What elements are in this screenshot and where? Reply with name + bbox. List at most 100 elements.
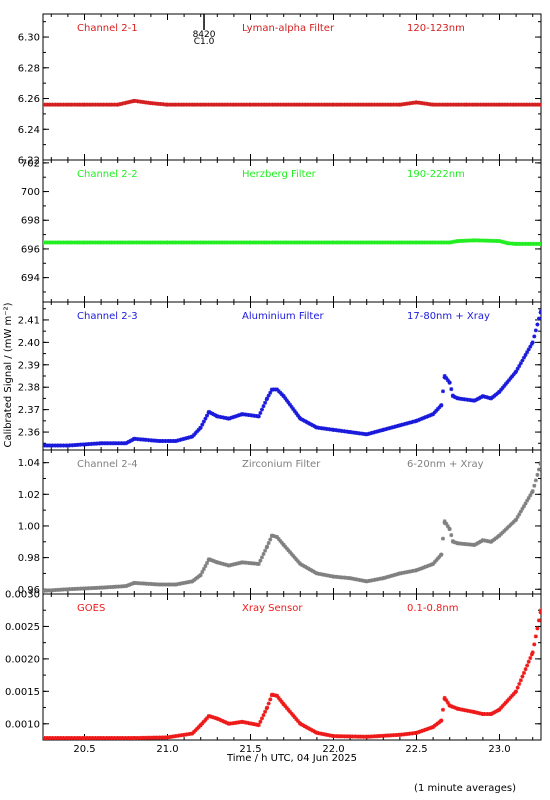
y-tick-label: 698 [21, 216, 40, 227]
data-point [445, 700, 450, 705]
data-point [434, 558, 439, 563]
data-point [273, 534, 278, 539]
data-point [472, 398, 477, 403]
data-point [454, 395, 459, 400]
y-tick-label: 702 [21, 158, 40, 169]
data-point [215, 716, 220, 721]
data-point [124, 441, 128, 446]
data-point [265, 396, 270, 401]
data-point [497, 389, 502, 394]
data-point [200, 570, 205, 575]
data-point [205, 716, 210, 721]
y-tick-label: 2.37 [18, 405, 40, 416]
data-point [270, 533, 275, 538]
x-tick-label: 23.0 [488, 744, 510, 755]
data-point [306, 726, 311, 731]
data-point [502, 383, 507, 388]
data-point [510, 374, 515, 379]
data-point [276, 536, 281, 541]
data-point [525, 498, 530, 503]
y-tick-label: 696 [21, 244, 40, 255]
data-point [451, 539, 456, 544]
data-point [196, 427, 201, 432]
data-point [191, 432, 196, 437]
data-point [307, 726, 312, 731]
data-point [236, 413, 241, 418]
data-point [201, 419, 206, 424]
data-point [503, 700, 508, 705]
data-point [474, 397, 479, 402]
data-point [416, 730, 421, 735]
y-tick-label: 1.00 [18, 521, 40, 532]
data-point [532, 483, 537, 488]
data-point [279, 540, 284, 545]
data-point [510, 693, 515, 698]
data-point [419, 566, 424, 571]
data-point [213, 413, 218, 418]
data-point [490, 711, 495, 716]
data-point [286, 400, 291, 405]
data-point [210, 558, 215, 563]
data-point [304, 420, 309, 425]
data-point [535, 472, 540, 477]
data-point [515, 685, 520, 690]
y-tick-label: 6.24 [18, 125, 40, 136]
data-point [500, 704, 505, 709]
channel-label: Channel 2-3 [77, 311, 138, 322]
y-tick-label: 0.98 [18, 553, 40, 564]
data-point [298, 721, 303, 726]
data-point [450, 704, 455, 709]
data-point [442, 374, 447, 378]
data-point [520, 674, 525, 679]
data-point [208, 410, 213, 415]
data-point [492, 710, 497, 715]
data-point [502, 528, 507, 533]
data-point [505, 380, 510, 385]
data-point [506, 697, 511, 702]
data-point [268, 537, 273, 542]
data-point [420, 728, 425, 733]
data-point [288, 402, 293, 407]
data-point [259, 407, 264, 412]
data-point [530, 340, 535, 345]
data-point [223, 720, 228, 725]
data-point [530, 650, 535, 655]
y-tick-label: 0.0010 [5, 719, 40, 730]
data-point [281, 542, 286, 547]
filter-label: Zirconium Filter [242, 459, 321, 470]
data-point [286, 548, 291, 553]
data-point [508, 522, 513, 527]
data-point [258, 558, 263, 563]
data-point [233, 414, 238, 419]
data-point [444, 698, 449, 703]
data-point [281, 394, 286, 399]
data-point [292, 555, 297, 560]
data-point [284, 706, 289, 711]
data-point [478, 395, 483, 400]
data-point [196, 725, 201, 730]
y-tick-label: 1.04 [18, 458, 40, 469]
x-tick-label: 22.5 [405, 744, 427, 755]
data-point [414, 568, 419, 573]
data-point [266, 393, 271, 398]
data-point [506, 378, 511, 383]
data-point [437, 405, 442, 410]
data-point [294, 411, 299, 416]
footnote: (1 minute averages) [414, 783, 516, 794]
data-point [205, 560, 210, 565]
data-point [310, 423, 315, 428]
data-point [425, 564, 430, 569]
data-point [422, 728, 427, 733]
data-point [127, 439, 132, 444]
data-point [440, 707, 445, 712]
data-point [503, 382, 508, 387]
data-point [537, 467, 541, 472]
data-point [521, 670, 526, 675]
data-point [447, 703, 452, 708]
data-points [43, 308, 541, 448]
band-label: 190-222nm [407, 169, 465, 180]
data-point [417, 567, 422, 572]
data-point [425, 414, 430, 419]
data-point [224, 720, 229, 725]
